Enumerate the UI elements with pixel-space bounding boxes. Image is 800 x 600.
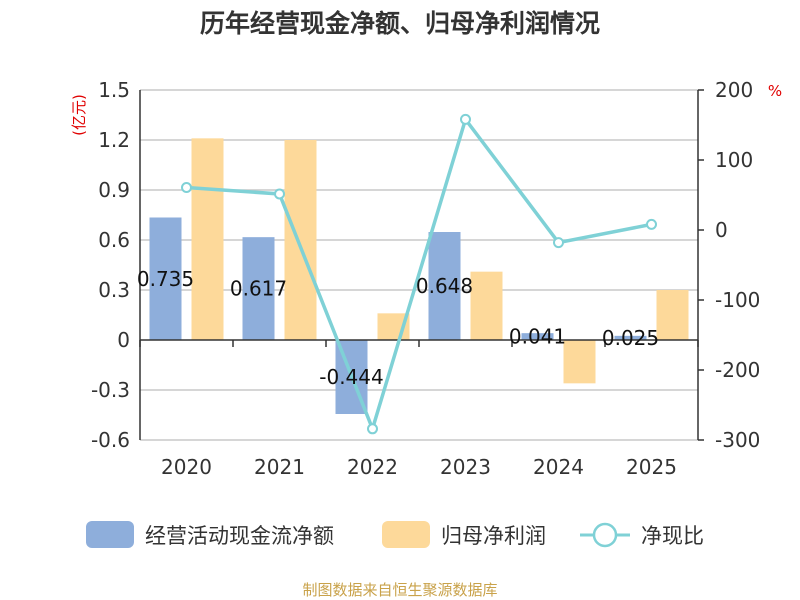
legend-marker-ratio[interactable]	[592, 522, 618, 548]
left-tick-label: -0.3	[91, 378, 130, 402]
bars	[149, 138, 689, 414]
left-tick-label: 1.5	[98, 78, 130, 102]
bar-value-label: 0.617	[230, 277, 287, 301]
legend-label-net-profit[interactable]: 归母净利润	[441, 524, 546, 548]
ratio-line	[181, 113, 657, 435]
ratio-point	[553, 237, 564, 249]
legend-swatch-cashflow[interactable]	[86, 521, 134, 548]
right-tick-label: 100	[715, 148, 753, 172]
bar-cashflow	[428, 232, 461, 340]
bar-cashflow	[149, 217, 182, 340]
tick-labels: -0.6 -0.3 0 0.3 0.6 0.9 1.2 1.5 -300 -200 -100 0 100…	[91, 78, 760, 479]
x-tick-label: 2020	[161, 455, 212, 479]
ratio-point	[274, 188, 285, 200]
left-tick-label: 0.3	[98, 278, 130, 302]
ratio-point	[460, 113, 471, 125]
right-tick-label: -100	[715, 288, 760, 312]
bar-net-profit	[656, 290, 689, 340]
bar-net-profit	[191, 138, 224, 340]
bar-net-profit	[284, 140, 317, 340]
legend-label-cashflow[interactable]: 经营活动现金流净额	[145, 524, 334, 548]
ratio-point	[646, 218, 657, 230]
right-tick-label: 200	[715, 78, 753, 102]
x-tick-label: 2021	[254, 455, 305, 479]
bar-value-label: 0.648	[416, 274, 473, 298]
x-tick-label: 2023	[440, 455, 491, 479]
bar-net-profit	[470, 271, 503, 340]
bar-cashflow	[242, 237, 275, 340]
ratio-polyline	[186, 115, 652, 435]
legend-swatch-net-profit[interactable]	[382, 521, 430, 548]
right-tick-label: -200	[715, 358, 760, 382]
bar-value-label: 0.041	[509, 325, 566, 349]
left-axis-unit: (亿元)	[70, 94, 88, 136]
left-tick-label: 0	[117, 328, 130, 352]
source-note: 制图数据来自恒生聚源数据库	[302, 581, 497, 599]
bar-value-labels: 0.735 0.617 -0.444 0.648 0.041 0.025	[137, 267, 659, 389]
bar-value-label: -0.444	[319, 365, 383, 389]
left-tick-label: 0.6	[98, 228, 130, 252]
legend: 经营活动现金流净额 归母净利润 净现比	[86, 521, 704, 548]
x-tick-label: 2025	[626, 455, 677, 479]
right-tick-label: -300	[715, 428, 760, 452]
left-tick-label: 1.2	[98, 128, 130, 152]
bar-value-label: 0.025	[602, 326, 659, 350]
bar-value-label: 0.735	[137, 267, 194, 291]
ratio-point	[367, 423, 378, 435]
bar-cashflow	[521, 333, 554, 340]
left-tick-label: -0.6	[91, 428, 130, 452]
bar-net-profit	[563, 340, 596, 384]
x-tick-label: 2022	[347, 455, 398, 479]
right-tick-label: 0	[715, 218, 728, 242]
ratio-point	[181, 182, 192, 194]
bar-cashflow	[614, 335, 647, 340]
legend-label-ratio[interactable]: 净现比	[641, 524, 704, 548]
right-axis-unit: %	[768, 82, 782, 100]
x-tick-label: 2024	[533, 455, 584, 479]
left-tick-label: 0.9	[98, 178, 130, 202]
axes	[139, 90, 699, 440]
chart-title: 历年经营现金净额、归母净利润情况	[200, 9, 600, 38]
